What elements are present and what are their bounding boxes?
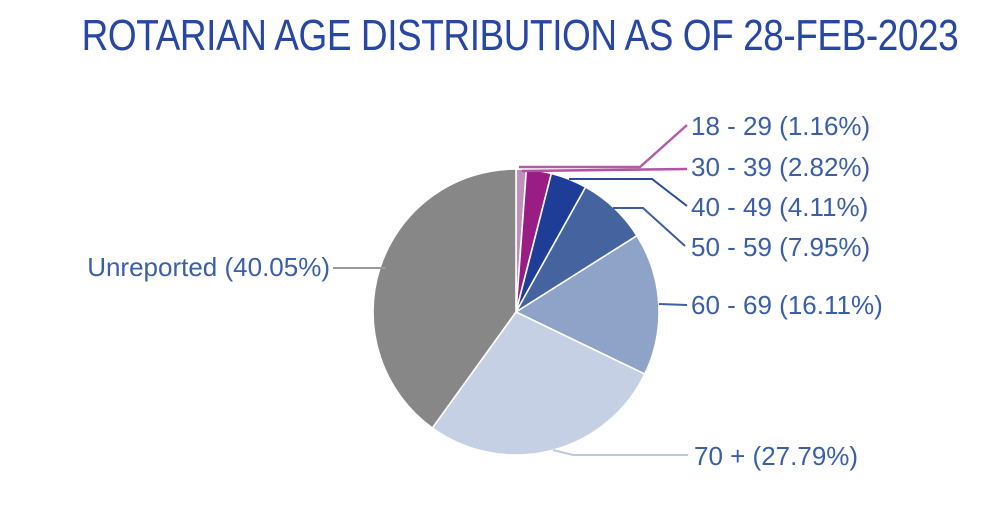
slice-label-60-69: 60 - 69 (16.11%) xyxy=(691,290,883,320)
leader-line-50-59 xyxy=(613,207,686,247)
slice-label-40-49: 40 - 49 (4.11%) xyxy=(691,192,868,222)
pie-slice-70 xyxy=(431,311,646,456)
leader-line-40-49 xyxy=(569,178,688,207)
slice-label-70: 70 + (27.79%) xyxy=(694,441,858,471)
leader-line-18-29 xyxy=(519,124,688,169)
leader-line-30-39 xyxy=(521,167,688,173)
slice-label-50-59: 50 - 59 (7.95%) xyxy=(691,232,870,262)
slice-label-30-39: 30 - 39 (2.82%) xyxy=(691,152,870,182)
leader-line-70 xyxy=(552,449,688,456)
slice-label-unreported: Unreported (40.05%) xyxy=(87,252,330,282)
leader-line-60-69 xyxy=(658,303,688,306)
chart-title: ROTARIAN AGE DISTRIBUTION AS OF 28-FEB-2… xyxy=(81,11,959,60)
pie-slice-60-69 xyxy=(515,234,660,375)
slice-label-18-29: 18 - 29 (1.16%) xyxy=(691,111,870,141)
